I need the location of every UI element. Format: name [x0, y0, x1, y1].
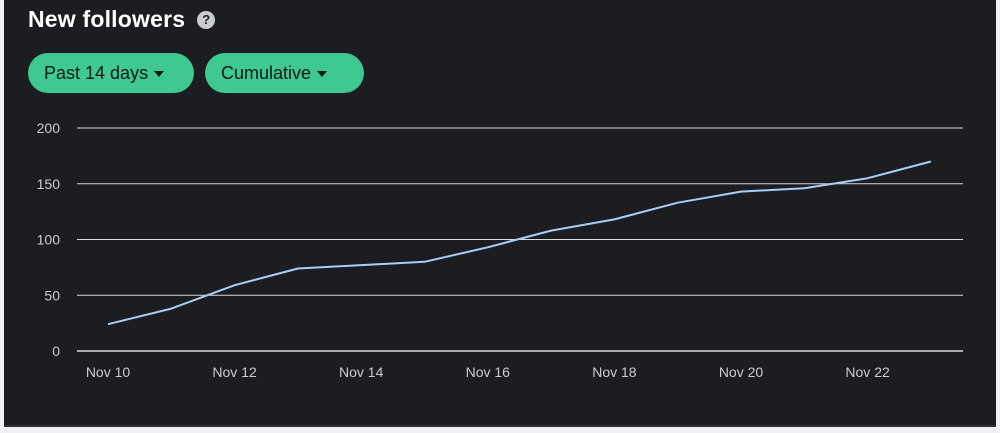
data-point[interactable]	[798, 182, 810, 194]
data-point[interactable]	[355, 259, 367, 271]
data-point[interactable]	[102, 318, 114, 330]
followers-panel: New followers ? Past 14 days Cumulative …	[4, 0, 996, 427]
data-point[interactable]	[608, 213, 620, 225]
x-tick-label: Nov 12	[212, 364, 257, 380]
data-point[interactable]	[419, 256, 431, 268]
x-tick-label: Nov 22	[845, 364, 890, 380]
page-title: New followers	[28, 6, 186, 32]
data-point[interactable]	[672, 197, 684, 209]
y-tick-label: 100	[37, 232, 61, 248]
x-tick-label: Nov 10	[86, 364, 131, 380]
data-point[interactable]	[925, 155, 937, 167]
caret-down-icon	[154, 71, 165, 77]
y-tick-label: 50	[44, 287, 60, 303]
date-range-dropdown[interactable]: Past 14 days	[28, 53, 194, 93]
x-tick-label: Nov 16	[466, 364, 511, 380]
series-line	[107, 160, 932, 326]
data-point[interactable]	[292, 262, 304, 274]
y-tick-label: 200	[37, 120, 61, 136]
y-tick-label: 150	[37, 176, 61, 192]
caret-down-icon	[317, 71, 328, 77]
data-point[interactable]	[545, 225, 557, 237]
x-tick-label: Nov 18	[592, 364, 637, 380]
x-axis-ticks: Nov 10 Nov 12 Nov 14 Nov 16 Nov 18 Nov 20 Nov …	[86, 364, 890, 380]
x-tick-label: Nov 20	[719, 364, 764, 380]
x-tick-label: Nov 14	[339, 364, 384, 380]
panel-header: New followers ?	[28, 6, 216, 33]
data-point[interactable]	[229, 279, 241, 291]
data-point[interactable]	[165, 303, 177, 315]
data-point[interactable]	[862, 172, 874, 184]
y-tick-label: 0	[52, 343, 60, 359]
data-point[interactable]	[735, 186, 747, 198]
metric-mode-dropdown[interactable]: Cumulative	[205, 53, 364, 93]
data-point[interactable]	[482, 241, 494, 253]
series-layer	[102, 155, 937, 330]
question-circle-icon[interactable]: ?	[197, 10, 216, 29]
metric-mode-label: Cumulative	[221, 62, 312, 83]
y-axis-ticks: 0 50 100 150 200	[37, 120, 61, 359]
date-range-label: Past 14 days	[44, 62, 149, 83]
